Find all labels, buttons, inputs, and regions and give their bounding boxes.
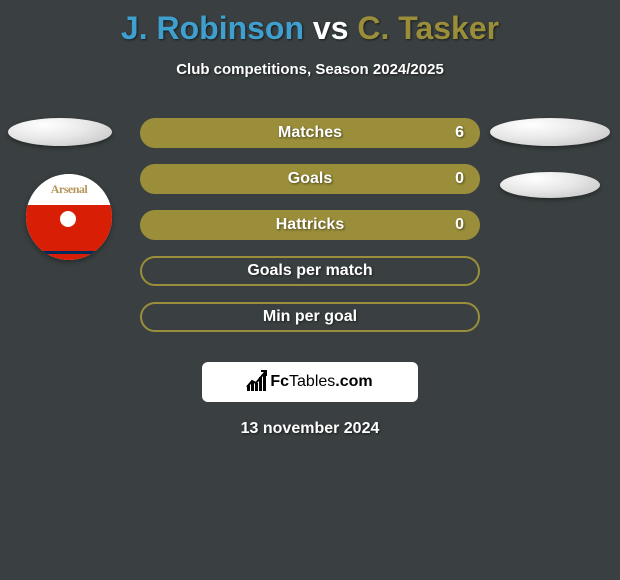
- stat-label: Goals per match: [142, 262, 478, 280]
- stat-bar: Min per goal: [140, 302, 480, 332]
- stat-row: Matches6: [0, 118, 620, 164]
- stat-label: Hattricks: [142, 216, 478, 234]
- chart-icon: [247, 373, 266, 391]
- stat-value: 6: [455, 124, 464, 142]
- season-subtitle: Club competitions, Season 2024/2025: [0, 61, 620, 78]
- snapshot-date: 13 november 2024: [0, 420, 620, 438]
- stat-value: 0: [455, 170, 464, 188]
- stat-row: Goals0: [0, 164, 620, 210]
- stat-row: Min per goal: [0, 302, 620, 348]
- player1-name: J. Robinson: [121, 10, 304, 46]
- player2-name: C. Tasker: [357, 10, 499, 46]
- vs-separator: vs: [313, 10, 349, 46]
- stat-label: Min per goal: [142, 308, 478, 326]
- stat-value: 0: [455, 216, 464, 234]
- stat-bar: Matches6: [140, 118, 480, 148]
- branding-text: FcTables.com: [270, 373, 372, 391]
- branding-badge: FcTables.com: [202, 362, 418, 402]
- stat-row: Goals per match: [0, 256, 620, 302]
- comparison-title: J. Robinson vs C. Tasker: [0, 0, 620, 47]
- stat-bar: Hattricks0: [140, 210, 480, 240]
- stats-area: Arsenal Matches6Goals0Hattricks0Goals pe…: [0, 118, 620, 348]
- stat-bar: Goals0: [140, 164, 480, 194]
- stat-label: Goals: [142, 170, 478, 188]
- stat-row: Hattricks0: [0, 210, 620, 256]
- stat-bar: Goals per match: [140, 256, 480, 286]
- stat-label: Matches: [142, 124, 478, 142]
